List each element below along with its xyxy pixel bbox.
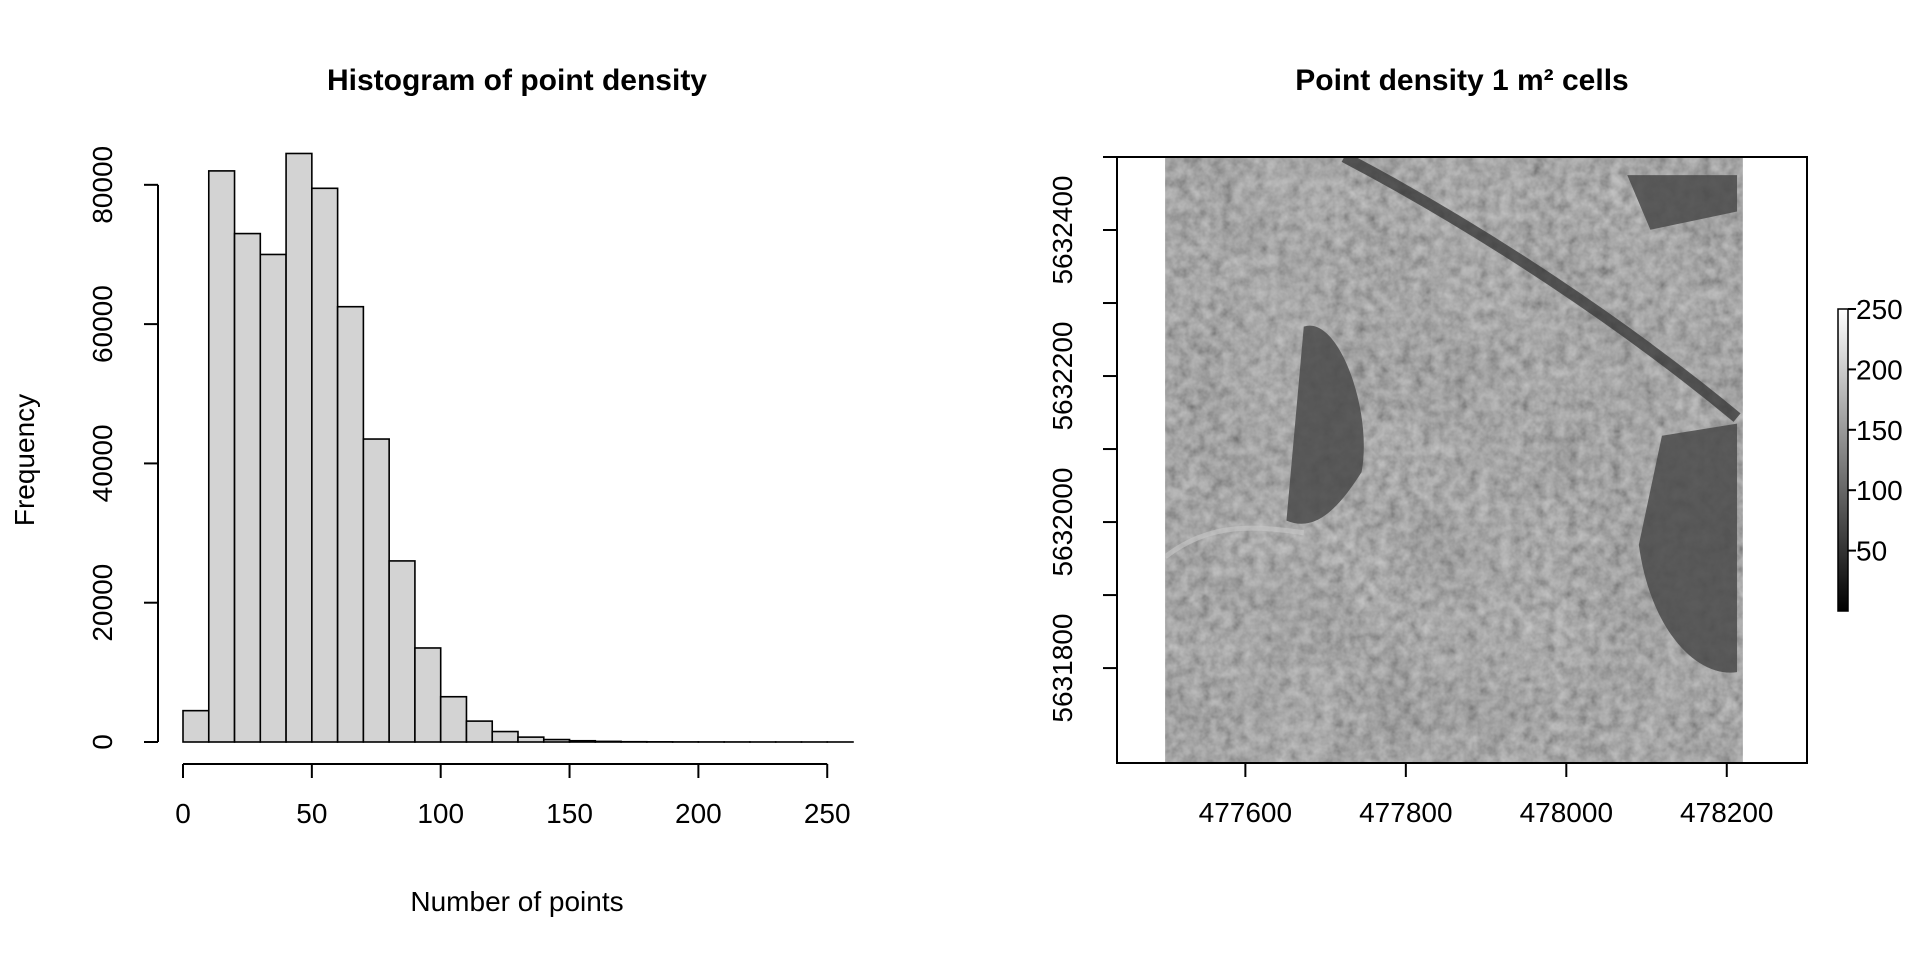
histogram-y-tick-label: 20000: [87, 564, 118, 642]
raster-gap-area: [1286, 325, 1364, 524]
histogram-bar: [285, 152, 313, 743]
histogram-bar: [465, 720, 494, 743]
raster-x-tick-label: 478000: [1520, 797, 1613, 828]
raster-panel: Point density 1 m² cells 477600 477800 478…: [1047, 64, 1903, 828]
histogram-x-tick-label: 50: [296, 798, 327, 829]
histogram-bar: [568, 739, 597, 743]
histogram-bar: [259, 253, 287, 743]
histogram-title: Histogram of point density: [327, 64, 707, 97]
raster-y-axis: 5631800 5632000 5632200 5632400: [1047, 156, 1117, 723]
raster-title: Point density 1 m² cells: [1295, 64, 1628, 97]
raster-y-tick-label: 5631800: [1047, 614, 1078, 723]
histogram-y-tick-label: 80000: [87, 146, 118, 224]
histogram-bar: [233, 232, 262, 743]
histogram-bar: [414, 647, 442, 743]
raster-gap-area: [1638, 423, 1738, 673]
histogram-bar: [517, 736, 545, 743]
raster-x-axis: 477600 477800 478000 478200: [1199, 763, 1773, 828]
histogram-bar: [542, 738, 571, 743]
histogram-x-axis-label: Number of points: [410, 886, 623, 917]
histogram-x-tick-label: 200: [675, 798, 722, 829]
histogram-y-axis-label: Frequency: [9, 394, 40, 526]
histogram-bar: [439, 695, 468, 743]
histogram-bar: [362, 438, 390, 743]
histogram-bar: [388, 560, 416, 743]
raster-x-tick-label: 477800: [1359, 797, 1452, 828]
colorbar-tick-label: 100: [1856, 475, 1903, 506]
colorbar-legend: 50 100 150 200 250: [1837, 294, 1903, 612]
histogram-y-axis: 0 20000 40000 60000 80000: [87, 146, 159, 750]
histogram-x-axis: 0 50 100 150 200 250: [175, 763, 851, 829]
raster-track-line: [1165, 525, 1305, 559]
histogram-y-tick-label: 60000: [87, 285, 118, 363]
raster-canopy-texture: [1165, 157, 1743, 763]
histogram-bar: [594, 740, 622, 743]
histogram-y-tick-label: 40000: [87, 424, 118, 502]
histogram-bar: [311, 187, 339, 743]
colorbar-tick-label: 50: [1856, 536, 1887, 567]
histogram-bars: [182, 152, 854, 743]
raster-y-tick-label: 5632000: [1047, 468, 1078, 577]
point-density-raster: [1165, 157, 1743, 763]
raster-road-line: [1341, 157, 1741, 422]
raster-x-tick-label: 478200: [1680, 797, 1773, 828]
histogram-x-tick-label: 100: [417, 798, 464, 829]
raster-y-tick-label: 5632400: [1047, 176, 1078, 285]
histogram-panel: Histogram of point density 0 50 100 150 200 2…: [9, 64, 854, 917]
histogram-bar: [182, 709, 210, 743]
histogram-bar: [491, 730, 519, 743]
raster-x-tick-label: 477600: [1199, 797, 1292, 828]
colorbar: [1837, 308, 1849, 612]
colorbar-tick-label: 200: [1856, 354, 1903, 385]
histogram-bar: [207, 170, 236, 743]
raster-y-tick-label: 5632200: [1047, 322, 1078, 431]
histogram-y-tick-label: 0: [87, 734, 118, 750]
colorbar-tick-label: 250: [1856, 294, 1903, 325]
colorbar-tick-label: 150: [1856, 415, 1903, 446]
histogram-x-tick-label: 250: [804, 798, 851, 829]
histogram-bar: [336, 305, 365, 743]
histogram-x-tick-label: 0: [175, 798, 191, 829]
raster-gap-area: [1627, 175, 1738, 230]
raster-plot-box: [1116, 156, 1808, 764]
histogram-x-tick-label: 150: [546, 798, 593, 829]
